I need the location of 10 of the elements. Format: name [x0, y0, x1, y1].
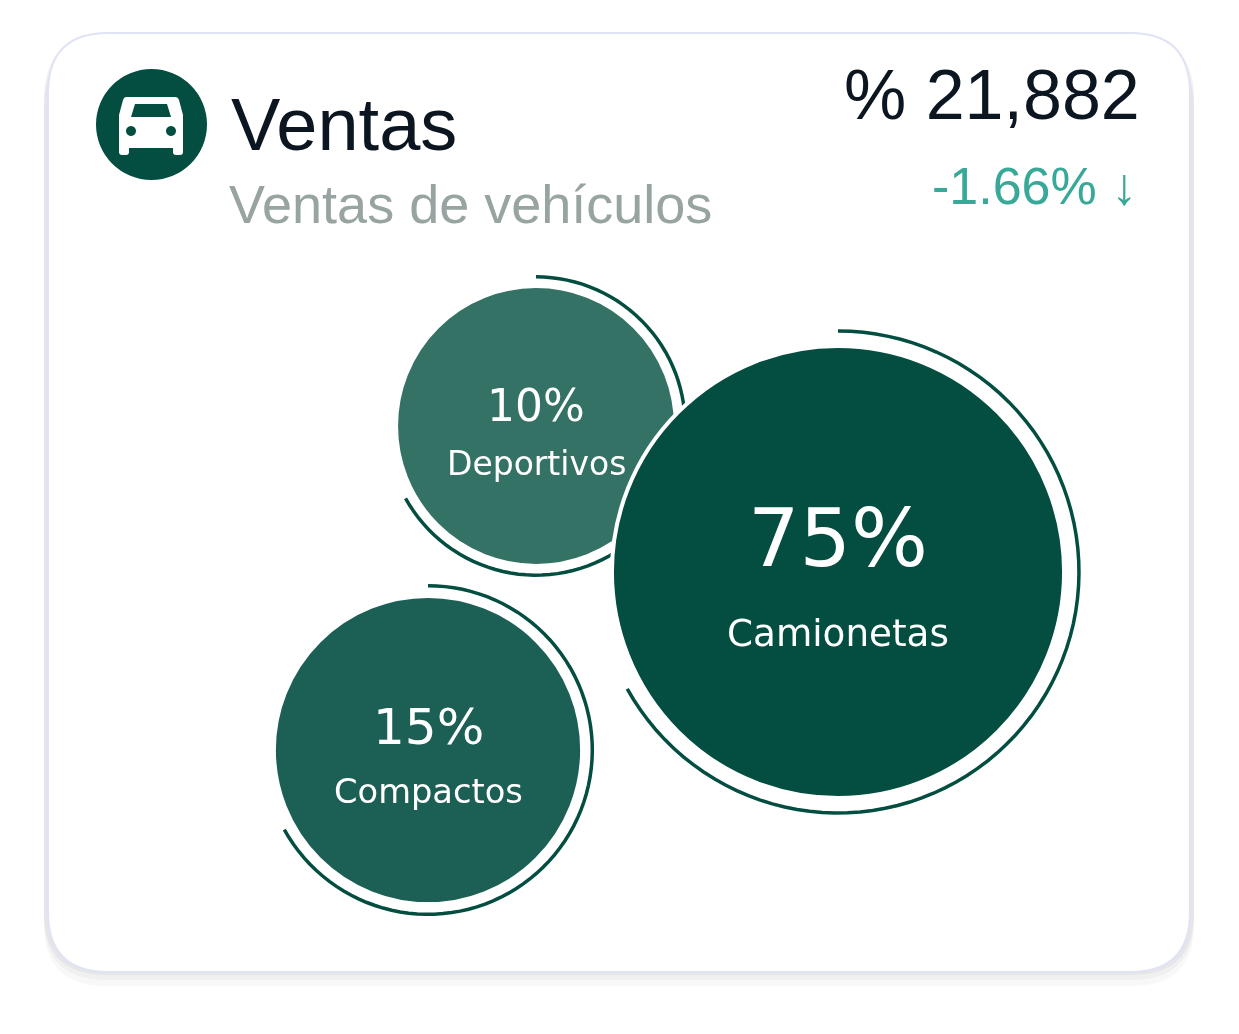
text: % 21,882	[844, 56, 1140, 134]
category-label: Compactos	[334, 772, 523, 811]
data-label: 75%	[748, 491, 929, 585]
data-label: 10%	[487, 380, 585, 431]
text: Ventas de vehículos	[229, 174, 713, 234]
text: -1.66% ↓	[932, 157, 1138, 215]
category-label: Camionetas	[727, 611, 949, 655]
text: Ventas	[231, 83, 458, 166]
category-label: Deportivos	[447, 444, 627, 483]
data-label: 15%	[373, 698, 485, 756]
